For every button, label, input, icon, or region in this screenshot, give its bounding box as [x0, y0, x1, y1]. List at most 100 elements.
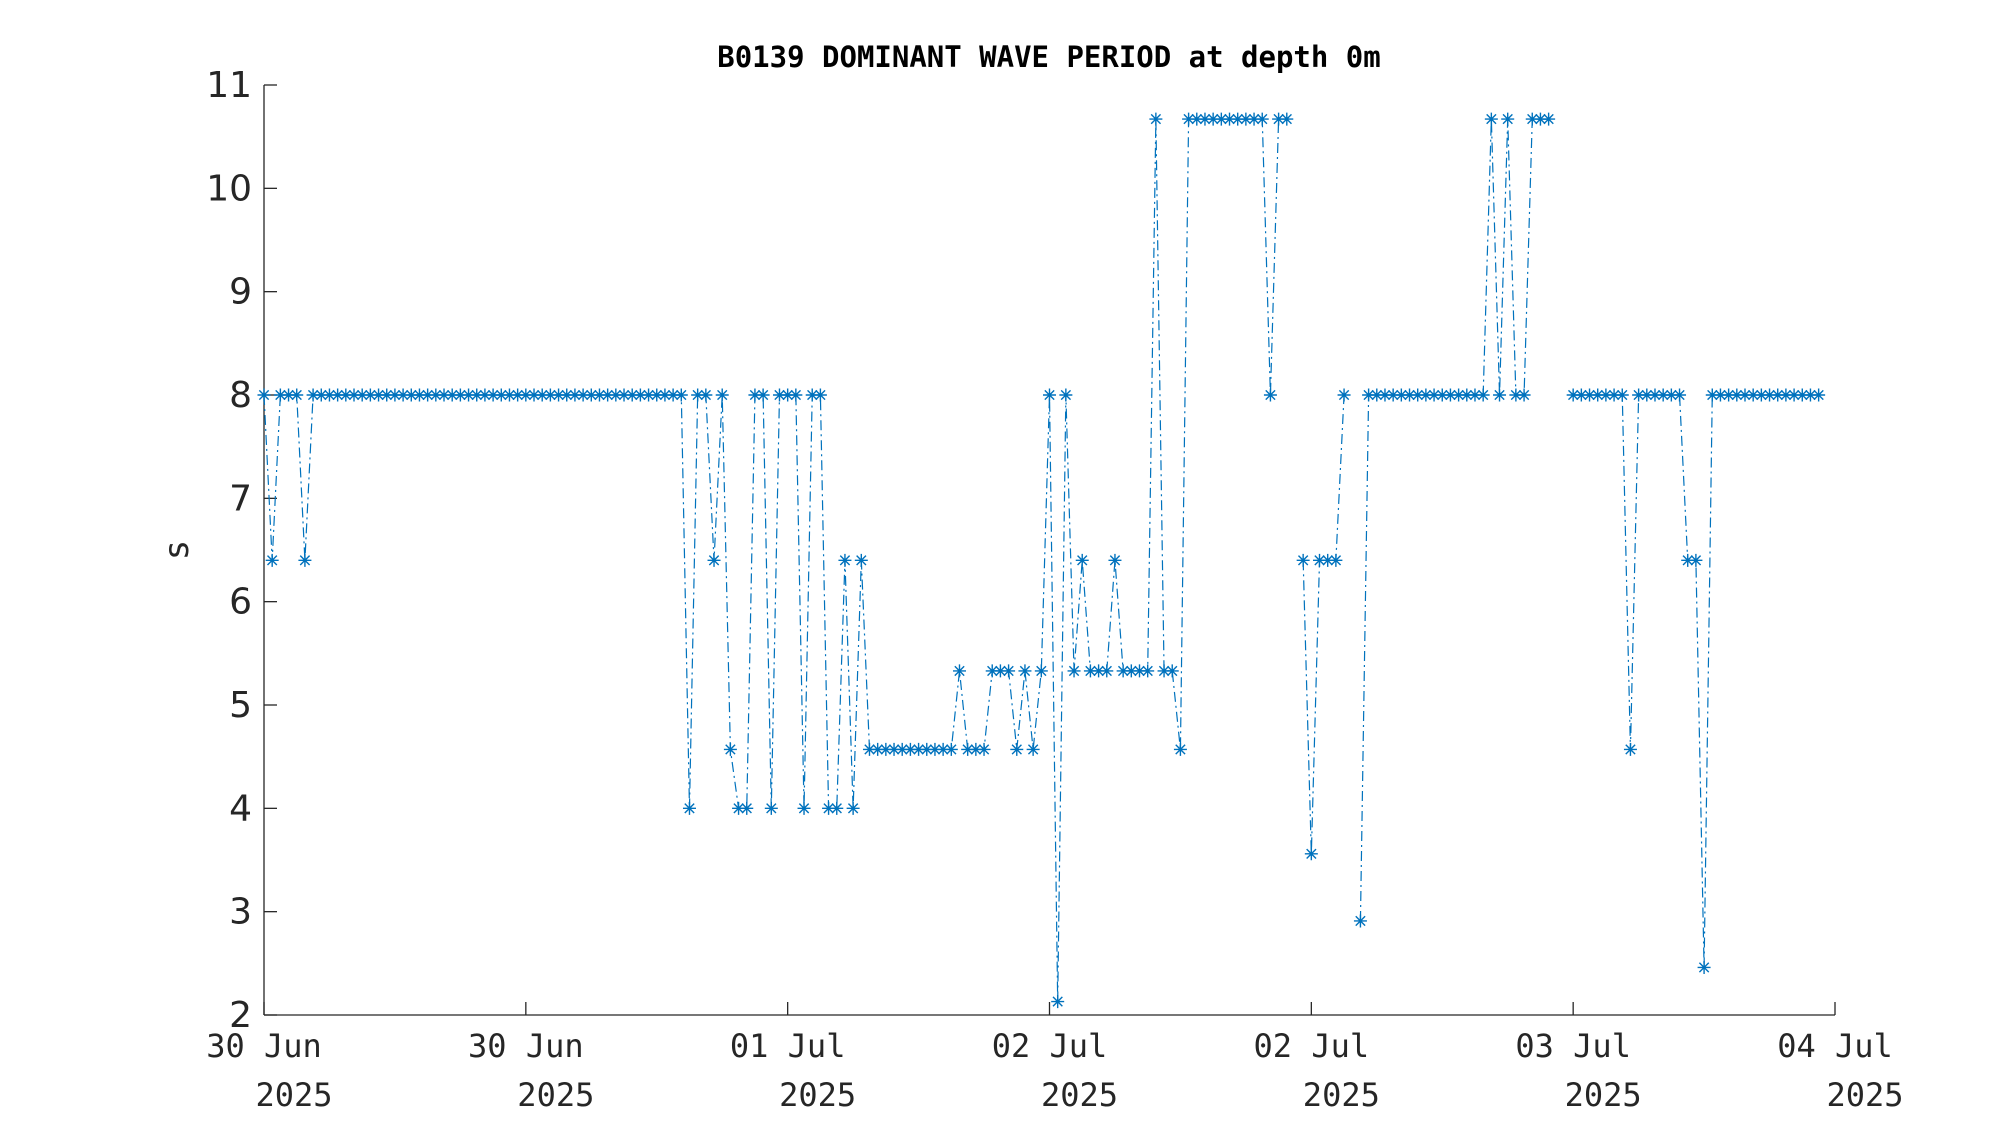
- data-point: [1313, 553, 1327, 567]
- data-point: [568, 388, 582, 402]
- data-point: [355, 388, 369, 402]
- data-point: [830, 801, 844, 815]
- data-point: [1337, 388, 1351, 402]
- data-point: [1427, 388, 1441, 402]
- data-point: [912, 742, 926, 756]
- data-point: [1255, 112, 1269, 126]
- data-point: [789, 388, 803, 402]
- data-point: [1493, 388, 1507, 402]
- data-point: [1443, 388, 1457, 402]
- data-point: [1574, 388, 1588, 402]
- data-point: [625, 388, 639, 402]
- data-point: [1795, 388, 1809, 402]
- y-tick-label: 3: [229, 892, 252, 933]
- data-point: [952, 664, 966, 678]
- data-point: [1083, 664, 1097, 678]
- data-point: [781, 388, 795, 402]
- data-point: [290, 388, 304, 402]
- data-point: [1321, 553, 1335, 567]
- data-point: [1607, 388, 1621, 402]
- data-point: [1353, 914, 1367, 928]
- y-tick-label: 5: [229, 685, 252, 726]
- data-point: [1501, 112, 1515, 126]
- data-point: [380, 388, 394, 402]
- data-point: [961, 742, 975, 756]
- data-point: [1705, 388, 1719, 402]
- x-tick-label: 30 Jun: [206, 1027, 322, 1065]
- data-point: [601, 388, 615, 402]
- data-point: [699, 388, 713, 402]
- data-point: [363, 388, 377, 402]
- data-point: [887, 742, 901, 756]
- data-point: [1182, 112, 1196, 126]
- data-point: [1787, 388, 1801, 402]
- data-point: [1394, 388, 1408, 402]
- data-point: [339, 388, 353, 402]
- y-tick-label: 9: [229, 272, 252, 313]
- data-point: [936, 742, 950, 756]
- data-point: [1656, 388, 1670, 402]
- y-tick-label: 8: [229, 375, 252, 416]
- data-point: [314, 388, 328, 402]
- data-point: [1640, 388, 1654, 402]
- data-point: [1763, 388, 1777, 402]
- data-point: [813, 388, 827, 402]
- data-point: [642, 388, 656, 402]
- y-tick-label: 4: [229, 788, 252, 829]
- data-point: [421, 388, 435, 402]
- data-point: [1034, 664, 1048, 678]
- data-point: [1247, 112, 1261, 126]
- data-point: [1059, 388, 1073, 402]
- data-point: [1673, 388, 1687, 402]
- data-point: [273, 388, 287, 402]
- data-point: [527, 388, 541, 402]
- data-point: [1018, 664, 1032, 678]
- data-point: [993, 664, 1007, 678]
- data-point: [666, 388, 680, 402]
- data-point: [920, 742, 934, 756]
- data-point: [1583, 388, 1597, 402]
- x-tick-label: 02 Jul: [1254, 1027, 1370, 1065]
- data-point: [347, 388, 361, 402]
- data-point: [1002, 664, 1016, 678]
- data-point: [1370, 388, 1384, 402]
- data-point: [404, 388, 418, 402]
- data-point: [1591, 388, 1605, 402]
- data-point: [740, 801, 754, 815]
- data-point: [1223, 112, 1237, 126]
- data-point: [1239, 112, 1253, 126]
- y-tick-label: 10: [206, 168, 252, 209]
- data-point: [1803, 388, 1817, 402]
- data-point: [1615, 388, 1629, 402]
- data-point: [396, 388, 410, 402]
- data-point: [871, 742, 885, 756]
- data-point: [511, 388, 525, 402]
- data-point: [1533, 112, 1547, 126]
- x-tick-label: 2025: [1303, 1076, 1380, 1114]
- x-tick-label: 2025: [1826, 1076, 1903, 1114]
- data-point: [1403, 388, 1417, 402]
- data-point: [494, 388, 508, 402]
- data-point: [519, 388, 533, 402]
- data-point: [1468, 388, 1482, 402]
- data-point: [453, 388, 467, 402]
- data-point: [322, 388, 336, 402]
- data-point: [609, 388, 623, 402]
- data-point: [1460, 388, 1474, 402]
- data-point: [1272, 112, 1286, 126]
- data-point: [1779, 388, 1793, 402]
- data-point: [257, 388, 271, 402]
- x-tick-label: 2025: [1565, 1076, 1642, 1114]
- data-point: [445, 388, 459, 402]
- data-point: [674, 388, 688, 402]
- data-point: [1075, 553, 1089, 567]
- data-point: [1133, 664, 1147, 678]
- data-point: [854, 553, 868, 567]
- data-point: [478, 388, 492, 402]
- y-axis-label: s: [157, 540, 197, 560]
- data-line: [263, 118, 1819, 1002]
- data-point: [543, 388, 557, 402]
- data-point: [1280, 112, 1294, 126]
- x-tick-label: 2025: [1041, 1076, 1118, 1114]
